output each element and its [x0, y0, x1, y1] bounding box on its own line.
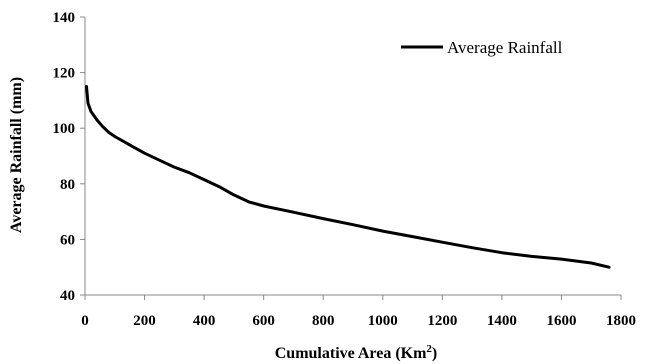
x-axis-title-tail: ) — [432, 345, 437, 362]
y-tick-label-140: 140 — [53, 10, 76, 26]
y-tick-label-40: 40 — [60, 288, 75, 304]
x-tick-label-400: 400 — [193, 313, 216, 329]
y-tick-label-120: 120 — [53, 66, 76, 82]
y-tick-label-60: 60 — [60, 232, 75, 248]
x-axis-title: Cumulative Area (Km2) — [275, 343, 438, 362]
series-average-rainfall-line — [85, 85, 611, 269]
legend: Average Rainfall — [401, 38, 563, 57]
x-tick-label-800: 800 — [312, 313, 335, 329]
x-tick-label-600: 600 — [252, 313, 275, 329]
x-tick-label-1400: 1400 — [487, 313, 517, 329]
x-tick-label-1200: 1200 — [427, 313, 457, 329]
y-tick-label-100: 100 — [53, 121, 76, 137]
legend-label-average-rainfall: Average Rainfall — [447, 38, 563, 57]
y-tick-label-80: 80 — [60, 177, 75, 193]
x-tick-label-200: 200 — [133, 313, 156, 329]
y-axis-title: Average Rainfall (mm) — [8, 77, 25, 233]
x-axis-title-main: Cumulative Area (Km — [275, 345, 427, 362]
x-tick-label-1800: 1800 — [606, 313, 636, 329]
x-tick-label-1000: 1000 — [368, 313, 398, 329]
x-axis-title-superscript: 2 — [426, 343, 432, 355]
axes — [84, 17, 621, 296]
x-tick-label-1600: 1600 — [546, 313, 576, 329]
x-tick-label-0: 0 — [81, 313, 89, 329]
